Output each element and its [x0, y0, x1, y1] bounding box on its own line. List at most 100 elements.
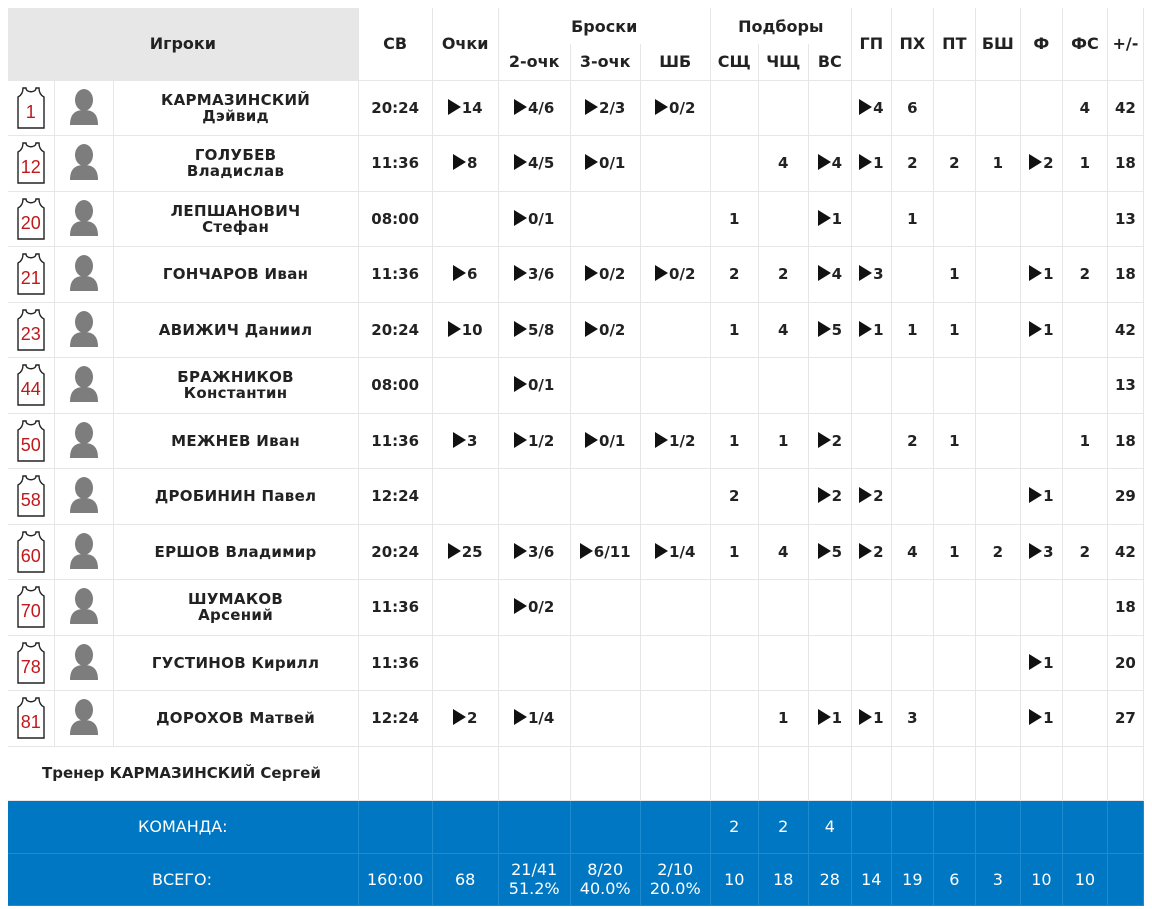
- table-row[interactable]: 58 ДРОБИНИН Павел 12:24 2 2 2 1 29: [8, 468, 1145, 525]
- player-first-name[interactable]: Стефан: [202, 217, 270, 236]
- player-last-name[interactable]: ЕРШОВ Владимир: [154, 542, 317, 561]
- header-plusminus[interactable]: +/-: [1107, 8, 1145, 81]
- play-video-icon[interactable]: [514, 376, 527, 393]
- play-video-icon[interactable]: [585, 265, 599, 282]
- stat-assists[interactable]: 1: [851, 135, 892, 192]
- stat-points[interactable]: 25: [432, 524, 499, 580]
- play-video-icon[interactable]: [514, 542, 527, 559]
- player-name[interactable]: ДОРОХОВ Матвей: [113, 690, 359, 747]
- header-two-pt[interactable]: 2-очк: [498, 44, 571, 81]
- player-first-name[interactable]: Арсений: [198, 606, 274, 625]
- play-video-icon[interactable]: [655, 98, 669, 115]
- play-video-icon[interactable]: [1029, 265, 1043, 282]
- play-video-icon[interactable]: [585, 98, 599, 115]
- play-video-icon[interactable]: [514, 154, 527, 171]
- play-video-icon[interactable]: [817, 320, 831, 337]
- header-points[interactable]: Очки: [432, 8, 499, 81]
- play-video-icon[interactable]: [1029, 653, 1043, 670]
- play-video-icon[interactable]: [585, 320, 599, 337]
- player-avatar-icon[interactable]: [69, 309, 99, 351]
- stat-free-throws[interactable]: 1/4: [640, 524, 711, 580]
- stat-assists[interactable]: 1: [851, 302, 892, 358]
- stat-total-rebounds[interactable]: 4: [808, 135, 852, 192]
- table-row[interactable]: 44 БРАЖНИКОВ Константин 08:00 0/1 13: [8, 357, 1145, 414]
- player-name[interactable]: КАРМАЗИНСКИЙ Дэйвид: [113, 80, 359, 136]
- play-video-icon[interactable]: [585, 154, 599, 171]
- player-first-name[interactable]: Дэйвид: [202, 106, 269, 125]
- player-name[interactable]: АВИЖИЧ Даниил: [113, 302, 359, 358]
- play-video-icon[interactable]: [859, 709, 873, 726]
- stat-total-rebounds[interactable]: 5: [808, 524, 852, 580]
- player-last-name[interactable]: ЛЕПШАНОВИЧ: [170, 201, 301, 220]
- stat-assists[interactable]: 2: [851, 468, 892, 525]
- stat-three-pt[interactable]: 6/11: [570, 524, 641, 580]
- player-first-name[interactable]: Константин: [183, 384, 288, 403]
- play-video-icon[interactable]: [447, 98, 461, 115]
- player-name[interactable]: ГОНЧАРОВ Иван: [113, 246, 359, 303]
- stat-two-pt[interactable]: 1/2: [498, 413, 571, 469]
- play-video-icon[interactable]: [1029, 154, 1043, 171]
- player-avatar-icon[interactable]: [69, 586, 99, 628]
- stat-fouls[interactable]: 1: [1020, 690, 1063, 747]
- stat-total-rebounds[interactable]: 2: [808, 468, 852, 525]
- play-video-icon[interactable]: [817, 209, 831, 226]
- stat-three-pt[interactable]: 2/3: [570, 80, 641, 136]
- player-last-name[interactable]: МЕЖНЕВ Иван: [171, 431, 300, 450]
- play-video-icon[interactable]: [817, 154, 831, 171]
- play-video-icon[interactable]: [452, 709, 466, 726]
- header-total-rebounds[interactable]: ВС: [808, 44, 852, 81]
- stat-points[interactable]: 3: [432, 413, 499, 469]
- header-fouls-drawn[interactable]: ФС: [1062, 8, 1108, 81]
- player-last-name[interactable]: ШУМАКОВ: [187, 590, 284, 609]
- player-last-name[interactable]: ГУСТИНОВ Кирилл: [151, 653, 320, 672]
- stat-free-throws[interactable]: 0/2: [640, 246, 711, 303]
- player-first-name[interactable]: Владислав: [186, 162, 285, 181]
- player-last-name[interactable]: ГОЛУБЕВ: [194, 146, 277, 165]
- play-video-icon[interactable]: [514, 98, 527, 115]
- table-row[interactable]: 20 ЛЕПШАНОВИЧ Стефан 08:00 0/1 1 1 1 13: [8, 191, 1145, 247]
- stat-two-pt[interactable]: 5/8: [498, 302, 571, 358]
- player-last-name[interactable]: АВИЖИЧ Даниил: [158, 320, 313, 339]
- play-video-icon[interactable]: [1029, 487, 1043, 504]
- stat-total-rebounds[interactable]: 5: [808, 302, 852, 358]
- player-last-name[interactable]: ГОНЧАРОВ Иван: [162, 265, 309, 284]
- player-avatar-icon[interactable]: [69, 531, 99, 573]
- table-row[interactable]: 12 ГОЛУБЕВ Владислав 11:36 8 4/5 0/1 4 4 1 2 2 1 2 1 18: [8, 135, 1145, 192]
- play-video-icon[interactable]: [859, 265, 873, 282]
- play-video-icon[interactable]: [859, 98, 873, 115]
- play-video-icon[interactable]: [514, 431, 527, 448]
- stat-assists[interactable]: 3: [851, 246, 892, 303]
- stat-points[interactable]: 14: [432, 80, 499, 136]
- play-video-icon[interactable]: [514, 320, 527, 337]
- header-players[interactable]: Игроки: [8, 8, 359, 81]
- stat-total-rebounds[interactable]: 1: [808, 191, 852, 247]
- player-name[interactable]: ШУМАКОВ Арсений: [113, 579, 359, 636]
- stat-assists[interactable]: 4: [851, 80, 892, 136]
- stat-two-pt[interactable]: 3/6: [498, 246, 571, 303]
- player-avatar-icon[interactable]: [69, 198, 99, 240]
- play-video-icon[interactable]: [452, 154, 466, 171]
- player-avatar-icon[interactable]: [69, 142, 99, 184]
- play-video-icon[interactable]: [859, 154, 873, 171]
- play-video-icon[interactable]: [447, 542, 461, 559]
- play-video-icon[interactable]: [585, 431, 599, 448]
- stat-assists[interactable]: 2: [851, 524, 892, 580]
- table-row[interactable]: 78 ГУСТИНОВ Кирилл 11:36 1 20: [8, 635, 1145, 691]
- stat-three-pt[interactable]: 0/1: [570, 135, 641, 192]
- player-last-name[interactable]: ДРОБИНИН Павел: [154, 487, 317, 506]
- player-name[interactable]: ЛЕПШАНОВИЧ Стефан: [113, 191, 359, 247]
- stat-two-pt[interactable]: 0/1: [498, 191, 571, 247]
- stat-two-pt[interactable]: 1/4: [498, 690, 571, 747]
- play-video-icon[interactable]: [655, 542, 669, 559]
- play-video-icon[interactable]: [859, 542, 873, 559]
- stat-fouls[interactable]: 1: [1020, 468, 1063, 525]
- stat-assists[interactable]: 1: [851, 690, 892, 747]
- player-name[interactable]: ЕРШОВ Владимир: [113, 524, 359, 580]
- table-row[interactable]: 1 КАРМАЗИНСКИЙ Дэйвид 20:24 14 4/6 2/3 0/2 4 6 4 42: [8, 80, 1145, 136]
- play-video-icon[interactable]: [514, 209, 527, 226]
- stat-two-pt[interactable]: 4/6: [498, 80, 571, 136]
- stat-free-throws[interactable]: 0/2: [640, 80, 711, 136]
- play-video-icon[interactable]: [514, 598, 527, 615]
- stat-free-throws[interactable]: 1/2: [640, 413, 711, 469]
- stat-fouls[interactable]: 1: [1020, 246, 1063, 303]
